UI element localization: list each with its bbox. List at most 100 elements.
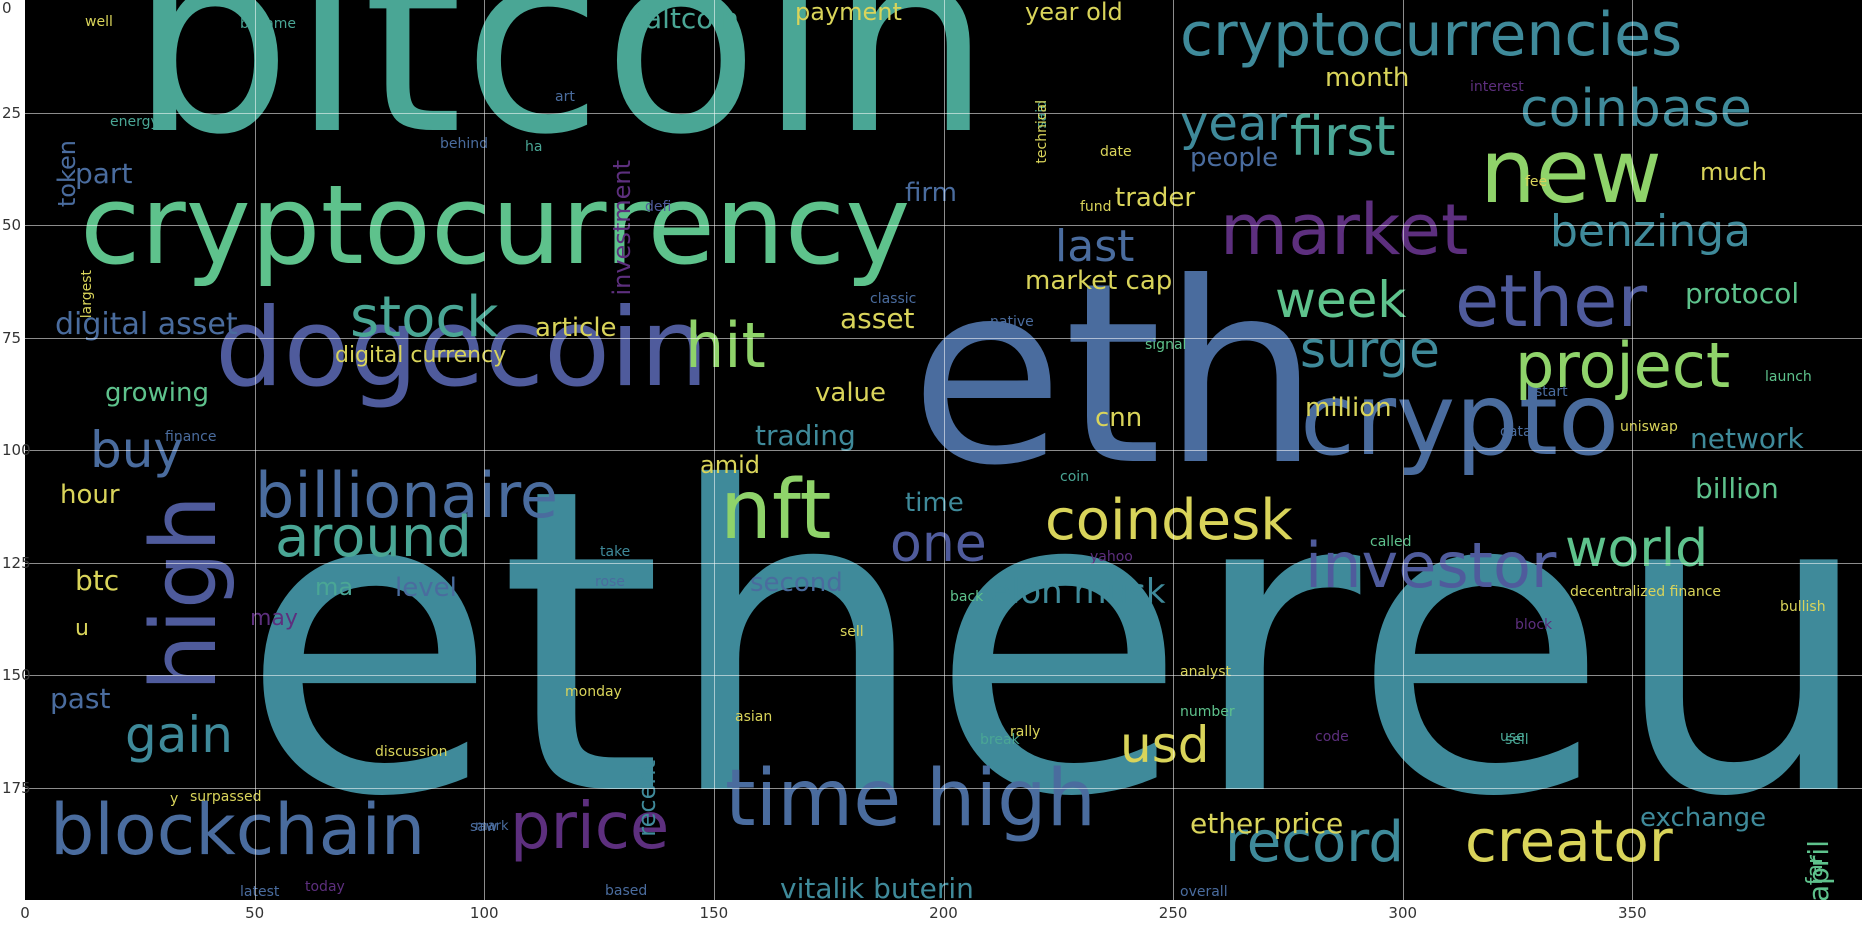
word-exchange: exchange — [1640, 803, 1767, 833]
word-blockchain: blockchain — [50, 789, 426, 871]
grid-line-horizontal — [25, 225, 1862, 226]
word-coin: coin — [1060, 469, 1090, 485]
word-market-cap: market cap — [1025, 266, 1173, 296]
word-called: called — [1370, 534, 1412, 550]
word-may: may — [250, 606, 298, 631]
word-analyst: analyst — [1180, 664, 1231, 680]
word-network: network — [1690, 422, 1804, 455]
word-digital-asset: digital asset — [55, 307, 238, 342]
word-became: became — [240, 16, 297, 32]
word-recent: recent — [633, 760, 661, 837]
word-trader: trader — [1115, 183, 1196, 213]
word-behind: behind — [440, 136, 489, 152]
word-native: native — [990, 314, 1034, 330]
word-saw: saw — [470, 820, 497, 834]
word-year-old: year old — [1025, 0, 1123, 26]
word-code: code — [1315, 729, 1349, 745]
word-new: new — [1480, 120, 1662, 223]
word-investor: investor — [1305, 529, 1557, 602]
x-tick-label: 100 — [469, 904, 499, 922]
word-record: record — [1225, 810, 1404, 875]
word-monday: monday — [565, 684, 622, 700]
grid-line-horizontal — [25, 337, 1862, 339]
word-interest: interest — [1470, 79, 1524, 95]
word-vitalik-buterin: vitalik buterin — [780, 872, 974, 901]
word-article: article — [535, 313, 617, 343]
word-protocol: protocol — [1685, 277, 1800, 310]
word-coindesk: coindesk — [1045, 488, 1293, 553]
word-ma: ma — [315, 573, 354, 601]
word-second: second — [750, 568, 843, 598]
word-start: start — [1535, 384, 1568, 400]
y-tick-label: 150 — [2, 666, 31, 684]
word-hit: hit — [685, 309, 766, 382]
grid-line-horizontal — [25, 787, 1862, 789]
word-one: one — [890, 514, 987, 574]
word-number: number — [1180, 704, 1235, 720]
word-surge: surge — [1300, 321, 1440, 379]
word-discussion: discussion — [375, 744, 448, 760]
word-month: month — [1325, 63, 1410, 93]
word-gain: gain — [125, 706, 233, 764]
word-u: u — [75, 616, 89, 641]
word-finance: finance — [165, 429, 217, 445]
x-tick-label: 250 — [1158, 904, 1188, 922]
word-asian: asian — [735, 709, 773, 725]
word-ether-price: ether price — [1190, 807, 1344, 840]
word-y: y — [170, 791, 179, 807]
grid-line-horizontal — [25, 562, 1862, 564]
x-tick-label: 150 — [699, 904, 729, 922]
word-yahoo: yahoo — [1090, 549, 1133, 565]
word-around: around — [275, 505, 472, 570]
word-use: use — [1500, 729, 1525, 745]
grid-line-horizontal — [25, 675, 1862, 676]
word-billionaire: billionaire — [255, 459, 558, 532]
word-asset: asset — [840, 302, 915, 335]
word-sell: sell — [840, 624, 864, 640]
word-bitcoin: bitcoin — [130, 0, 992, 191]
word-creator: creator — [1465, 807, 1673, 875]
word-date: date — [1100, 144, 1132, 160]
word-last: last — [1055, 221, 1135, 272]
word-break: break — [980, 732, 1020, 748]
word-project: project — [1515, 329, 1731, 402]
word-world: world — [1565, 519, 1709, 579]
word-million: million — [1305, 393, 1392, 423]
y-tick-label: 125 — [2, 553, 31, 572]
word-defi: defi — [645, 199, 672, 215]
word-part: part — [75, 157, 133, 190]
word-amid: amid — [700, 451, 760, 479]
word-altcoin: altcoin — [645, 2, 739, 35]
word-ethereum: ethereum — [240, 400, 1862, 889]
word-decentralized-finance: decentralized finance — [1570, 584, 1722, 600]
word-sell: sell — [1505, 732, 1529, 748]
word-token: token — [53, 140, 81, 208]
word-largest: largest — [79, 270, 95, 319]
word-eth: eth — [910, 229, 1321, 520]
word-investment: investment — [608, 160, 636, 296]
word-high: high — [132, 495, 237, 692]
word-elon-musk: elon musk — [990, 572, 1166, 612]
word-dogecoin: dogecoin — [215, 286, 709, 411]
word-nft: nft — [720, 463, 832, 558]
x-tick-label: 300 — [1388, 904, 1418, 922]
word-bullish: bullish — [1780, 599, 1826, 615]
y-tick-label: 25 — [2, 103, 22, 122]
word-back: back — [950, 589, 984, 605]
word-past: past — [50, 682, 111, 715]
word-week: week — [1275, 271, 1407, 329]
word-based: based — [605, 883, 648, 899]
word-btc: btc — [75, 564, 120, 597]
word-digital-currency: digital currency — [335, 343, 507, 368]
word-overall: overall — [1180, 884, 1228, 900]
word-well: well — [85, 14, 113, 30]
word-trading: trading — [755, 419, 856, 452]
y-tick-label: 100 — [2, 441, 31, 459]
word-block: block — [1515, 617, 1553, 633]
word-value: value — [815, 378, 887, 408]
word-energy: energy — [110, 114, 159, 130]
x-tick-label: 350 — [1618, 904, 1647, 922]
y-tick-label: 75 — [2, 328, 22, 347]
y-tick-label: 175 — [2, 778, 31, 797]
word-rose: rose — [595, 574, 625, 590]
